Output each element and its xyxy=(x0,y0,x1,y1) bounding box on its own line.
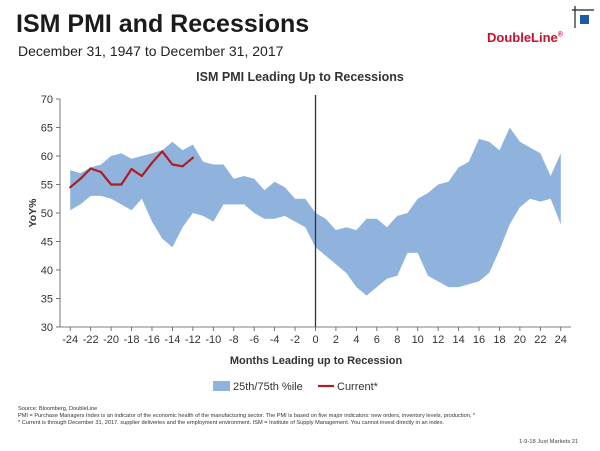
x-tick-label: -22 xyxy=(83,334,99,346)
x-tick-label: -20 xyxy=(103,334,119,346)
x-tick-label: 16 xyxy=(473,334,485,346)
x-tick-label: 4 xyxy=(353,334,359,346)
y-tick-label: 65 xyxy=(41,123,53,135)
y-tick-label: 50 xyxy=(41,208,53,220)
legend-current-label: Current* xyxy=(337,381,379,393)
percentile-band-area xyxy=(70,127,561,296)
current-series-point xyxy=(110,183,113,186)
current-series-point xyxy=(120,183,123,186)
x-axis-label: Months Leading up to Recession xyxy=(230,355,403,367)
x-tick-label: 8 xyxy=(394,334,400,346)
x-tick-label: -12 xyxy=(185,334,201,346)
logo-registered-mark: ® xyxy=(557,31,563,39)
current-series-point xyxy=(161,150,164,153)
page-subtitle: December 31, 1947 to December 31, 2017 xyxy=(18,43,284,59)
current-series-point xyxy=(69,186,72,189)
current-note: * Current is through December 31, 2017. … xyxy=(18,420,445,427)
doubleline-logo: DoubleLine® xyxy=(487,30,563,45)
page-number: 1-9-18 Just Markets 21 xyxy=(519,439,579,445)
footnotes: Source: Bloomberg, DoubleLine PMI = Purc… xyxy=(18,406,558,428)
x-tick-label: 0 xyxy=(312,334,318,346)
y-tick-label: 45 xyxy=(41,237,53,249)
x-tick-label: 2 xyxy=(333,334,339,346)
legend-band-label: 25th/75th %ile xyxy=(233,381,303,393)
current-series-point xyxy=(171,163,174,166)
y-tick-label: 60 xyxy=(41,151,53,163)
x-tick-label: 12 xyxy=(432,334,444,346)
y-axis-label: YoY% xyxy=(27,198,39,228)
x-tick-label: -6 xyxy=(249,334,259,346)
y-tick-label: 40 xyxy=(41,265,53,277)
x-tick-label: -2 xyxy=(290,334,300,346)
current-series-point xyxy=(99,170,102,174)
logo-text: DoubleLine xyxy=(487,30,558,45)
pmi-definition-note: PMI = Purchase Managers Index is an indi… xyxy=(18,413,476,420)
y-tick-label: 70 xyxy=(41,94,53,106)
y-tick-label: 30 xyxy=(41,322,53,334)
current-line-layer xyxy=(69,150,194,189)
chart-legend: 25th/75th %ile Current* xyxy=(213,381,379,393)
current-series-point xyxy=(150,161,154,164)
current-series-point xyxy=(191,156,194,159)
pmi-recession-chart: ISM PMI Leading Up to Recessions 3035404… xyxy=(27,70,571,393)
page-title: ISM PMI and Recessions xyxy=(16,10,310,38)
current-series-point xyxy=(181,165,184,168)
source-note: Source: Bloomberg, DoubleLine xyxy=(18,406,98,412)
chart-title: ISM PMI Leading Up to Recessions xyxy=(196,70,404,84)
x-tick-label: 10 xyxy=(412,334,424,346)
y-tick-label: 55 xyxy=(41,180,53,192)
current-series-point xyxy=(130,168,133,171)
current-series-point xyxy=(79,177,82,180)
x-tick-label: 6 xyxy=(374,334,380,346)
corner-bracket-icon xyxy=(572,6,594,28)
x-tick-label: 18 xyxy=(493,334,505,346)
legend-band-swatch xyxy=(213,381,230,391)
current-series-point xyxy=(140,174,143,178)
y-tick-label: 35 xyxy=(41,294,53,306)
x-tick-label: 14 xyxy=(452,334,464,346)
percentile-band-layer xyxy=(70,127,561,296)
x-tick-label: -14 xyxy=(164,334,180,346)
x-tick-label: 22 xyxy=(534,334,546,346)
x-tick-label: -24 xyxy=(62,334,78,346)
x-tick-label: -4 xyxy=(270,334,280,346)
x-tick-label: -10 xyxy=(205,334,221,346)
current-series-point xyxy=(89,167,92,170)
x-tick-label: -16 xyxy=(144,334,160,346)
x-tick-label: -8 xyxy=(229,334,239,346)
x-tick-label: -18 xyxy=(124,334,140,346)
x-tick-label: 20 xyxy=(514,334,526,346)
x-tick-label: 24 xyxy=(555,334,567,346)
